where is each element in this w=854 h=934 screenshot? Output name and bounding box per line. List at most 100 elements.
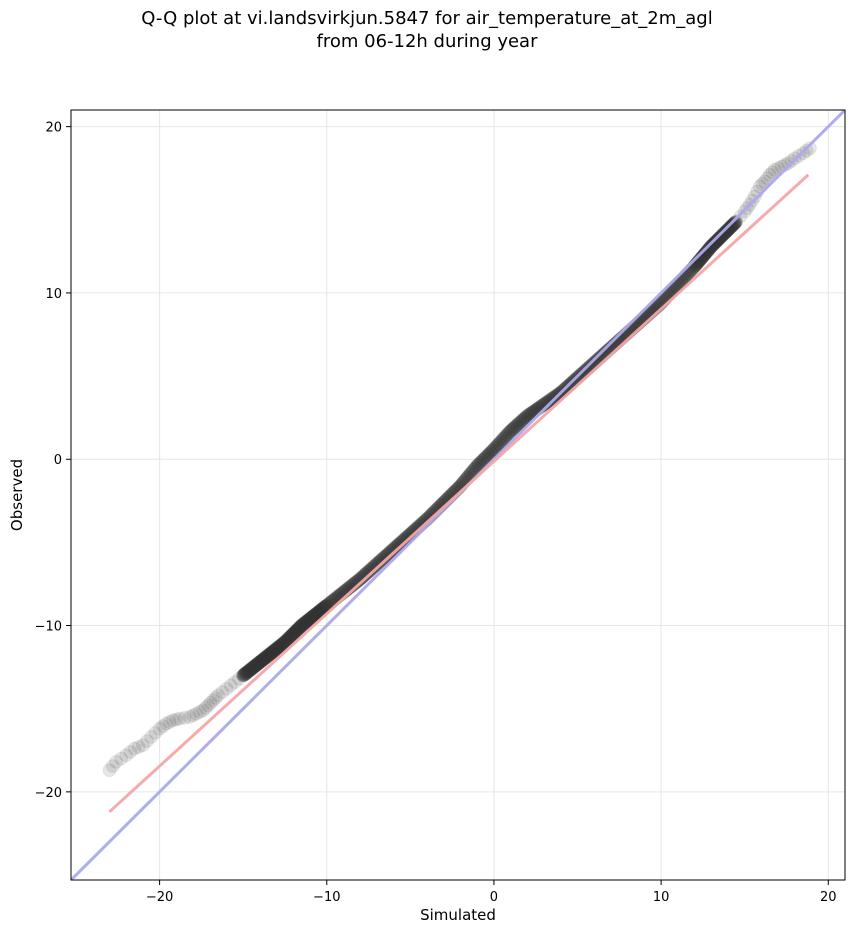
quantile-point: [244, 661, 259, 676]
quantile-point: [262, 647, 277, 662]
quantile-point: [383, 545, 398, 560]
quantile-point: [394, 534, 409, 549]
quantile-point: [283, 629, 298, 644]
quantile-point: [384, 543, 399, 558]
quantile-point: [300, 613, 315, 628]
quantile-point: [277, 635, 292, 650]
quantile-point: [251, 656, 266, 671]
quantile-point: [241, 664, 256, 679]
quantile-point: [717, 226, 732, 241]
quantile-point: [265, 645, 280, 660]
quantile-point: [518, 410, 533, 425]
quantile-point: [720, 223, 735, 238]
quantile-point: [784, 153, 799, 168]
quantile-point: [508, 419, 523, 434]
quantile-point: [468, 460, 483, 475]
quantile-point: [747, 189, 762, 204]
quantile-point: [476, 452, 491, 467]
quantile-point: [307, 608, 322, 623]
quantile-point: [715, 228, 730, 243]
quantile-point: [500, 427, 515, 442]
quantile-point: [177, 710, 192, 725]
quantile-point: [298, 615, 313, 630]
quantile-point: [264, 645, 279, 660]
quantile-point: [162, 715, 177, 730]
quantile-point: [304, 610, 319, 625]
quantile-point: [545, 391, 560, 406]
quantile-point: [288, 624, 303, 639]
quantile-point: [722, 221, 737, 236]
quantile-point: [237, 667, 252, 682]
quantile-point: [239, 665, 254, 680]
quantile-point: [507, 420, 522, 435]
quantile-point: [198, 700, 213, 715]
quantile-point: [705, 238, 720, 253]
plot-frame: [70, 109, 846, 881]
quantile-point: [242, 663, 257, 678]
quantile-point: [270, 641, 285, 656]
quantile-point: [262, 647, 277, 662]
quantile-point: [119, 748, 134, 763]
quantile-point: [282, 630, 297, 645]
quantile-point: [240, 665, 255, 680]
quantile-point: [252, 655, 267, 670]
y-tick-label: 20: [45, 121, 62, 136]
quantile-points: [102, 141, 817, 778]
quantile-point: [491, 436, 506, 451]
quantile-point: [726, 216, 741, 231]
quantile-point: [488, 440, 503, 455]
quantile-point: [510, 417, 525, 432]
quantile-point: [259, 649, 274, 664]
quantile-point: [503, 423, 518, 438]
quantile-point: [388, 540, 403, 555]
quantile-point: [257, 651, 272, 666]
quantile-point: [293, 619, 308, 634]
quantile-point: [102, 763, 117, 778]
quantile-point: [298, 615, 313, 630]
quantile-point: [258, 650, 273, 665]
quantile-point: [223, 678, 238, 693]
quantile-point: [727, 216, 742, 231]
quantile-point: [781, 156, 796, 171]
quantile-point: [733, 209, 748, 224]
quantile-point: [308, 607, 323, 622]
quantile-point: [192, 705, 207, 720]
quantile-point: [131, 739, 146, 754]
quantile-point: [517, 411, 532, 426]
quantile-point: [169, 712, 184, 727]
quantile-point: [277, 635, 292, 650]
quantile-point: [729, 214, 744, 229]
quantile-point: [272, 639, 287, 654]
quantile-point: [391, 537, 406, 552]
quantile-point: [256, 652, 271, 667]
quantile-point: [215, 685, 230, 700]
quantile-point: [495, 433, 510, 448]
quantile-point: [701, 242, 716, 257]
quantile-point: [292, 621, 307, 636]
quantile-point: [543, 392, 558, 407]
quantile-point: [272, 639, 287, 654]
quantile-point: [247, 659, 262, 674]
quantile-point: [219, 681, 234, 696]
y-tick-label: 10: [45, 287, 62, 302]
quantile-point: [308, 607, 323, 622]
grid: [71, 110, 845, 880]
quantile-point: [799, 143, 814, 158]
quantile-point: [245, 661, 260, 676]
quantile-point: [712, 231, 727, 246]
quantile-point: [313, 603, 328, 618]
quantile-point: [255, 653, 270, 668]
x-tick-label: 10: [653, 890, 670, 905]
quantile-point: [725, 217, 740, 232]
y-tick-label: −20: [35, 786, 62, 801]
quantile-point: [260, 649, 275, 664]
quantile-point: [711, 231, 726, 246]
quantile-point: [105, 759, 120, 774]
quantile-point: [299, 614, 314, 629]
quantile-point: [315, 601, 330, 616]
fit-line: [108, 173, 810, 813]
quantile-point: [123, 744, 138, 759]
quantile-point: [127, 741, 142, 756]
quantile-point: [236, 668, 251, 683]
quantile-point: [496, 431, 511, 446]
